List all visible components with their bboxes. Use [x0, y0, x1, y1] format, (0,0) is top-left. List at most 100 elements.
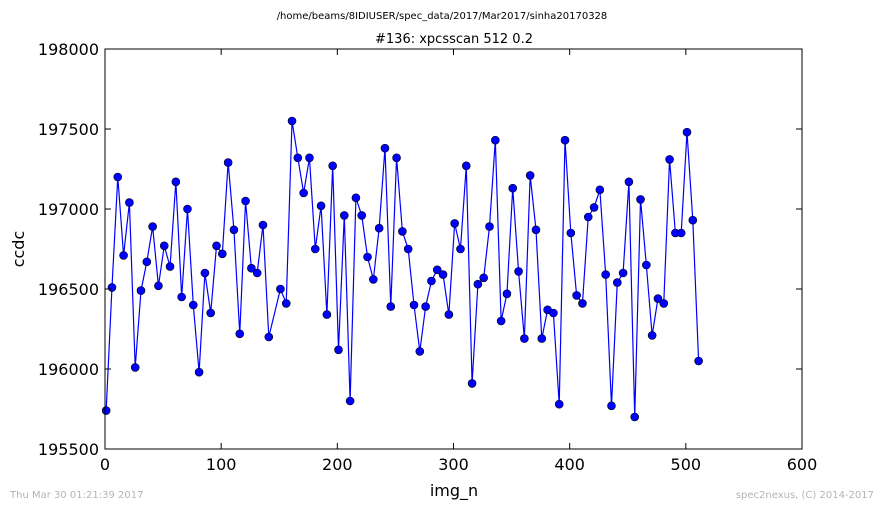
data-point	[479, 273, 489, 283]
y-tick-label: 197000	[38, 200, 99, 219]
data-point	[694, 356, 703, 366]
data-point	[101, 406, 111, 415]
y-tick-label: 196000	[38, 360, 99, 379]
data-point	[247, 263, 256, 273]
data-point	[136, 286, 146, 295]
data-point	[554, 399, 564, 409]
y-tick-label: 197500	[38, 120, 99, 139]
data-point	[456, 244, 465, 254]
data-point	[119, 251, 128, 260]
data-point	[502, 289, 512, 299]
data-point	[340, 211, 349, 220]
data-point	[252, 268, 262, 278]
x-tick-label: 200	[322, 455, 353, 474]
data-point	[665, 155, 674, 164]
y-tick-label: 195500	[38, 440, 99, 459]
data-point	[525, 171, 535, 180]
chart-title: #136: xpcsscan 512 0.2	[375, 32, 533, 47]
data-point	[537, 334, 547, 343]
data-point	[130, 363, 140, 372]
data-point	[142, 257, 152, 267]
data-point	[427, 276, 436, 286]
data-point	[630, 412, 640, 422]
data-point	[235, 329, 245, 339]
data-point	[659, 299, 669, 308]
data-point	[125, 198, 134, 207]
data-point	[334, 345, 343, 355]
data-point	[218, 249, 227, 259]
data-point	[229, 225, 239, 235]
data-point	[305, 153, 314, 163]
data-point	[374, 223, 384, 233]
data-point	[281, 299, 291, 308]
x-tick-label: 300	[438, 455, 469, 474]
data-point	[200, 268, 210, 278]
data-point	[520, 334, 529, 343]
data-point	[444, 310, 454, 319]
x-axis-label: img_n	[430, 481, 478, 501]
data-point	[676, 228, 686, 238]
x-tick-label: 600	[787, 455, 818, 474]
file-path-header: /home/beams/8IDIUSER/spec_data/2017/Mar2…	[277, 11, 608, 22]
y-tick-label: 196500	[38, 280, 99, 299]
data-point	[415, 347, 425, 356]
data-point	[647, 331, 657, 340]
x-tick-label: 500	[671, 455, 702, 474]
ticks-layer: 0 100 200 300 400 500 600 195500 196000 196500 197…	[38, 40, 817, 474]
data-point	[165, 262, 175, 271]
data-point	[508, 183, 518, 193]
data-point	[316, 201, 326, 211]
x-tick-label: 400	[554, 455, 585, 474]
data-point	[223, 158, 233, 167]
data-point	[572, 291, 581, 300]
data-point	[154, 281, 163, 291]
data-point	[392, 153, 401, 163]
data-point	[386, 302, 396, 311]
data-point	[345, 396, 355, 406]
data-point	[351, 193, 361, 203]
data-point	[688, 215, 698, 225]
plot-frame	[104, 48, 803, 450]
data-point	[589, 203, 599, 212]
data-point	[113, 172, 123, 182]
data-point	[194, 367, 204, 377]
data-point	[287, 116, 297, 126]
data-point	[206, 308, 216, 318]
footer-timestamp: Thu Mar 30 01:21:39 2017	[9, 490, 143, 501]
footer-credit: spec2nexus, (C) 2014-2017	[736, 490, 874, 501]
data-point	[642, 260, 651, 270]
data-point	[636, 195, 645, 204]
data-point	[148, 222, 157, 231]
data-point	[595, 185, 605, 195]
data-point	[607, 401, 616, 411]
data-point	[363, 252, 372, 262]
data-point	[310, 244, 320, 254]
data-point	[421, 302, 430, 311]
series-line	[105, 120, 700, 418]
data-point	[560, 135, 570, 145]
data-point	[653, 294, 663, 303]
data-point	[212, 241, 221, 251]
data-point	[438, 270, 448, 279]
data-point	[618, 268, 628, 278]
data-point	[496, 316, 506, 326]
data-point	[583, 212, 593, 222]
data-point	[299, 188, 308, 198]
data-point	[566, 228, 576, 238]
data-point	[450, 219, 459, 228]
data-point	[322, 310, 332, 319]
x-tick-label: 100	[206, 455, 237, 474]
data-point	[409, 300, 419, 310]
data-point	[357, 211, 367, 220]
data-point	[188, 300, 198, 310]
data-point	[398, 227, 407, 236]
data-point	[276, 284, 285, 294]
data-point	[264, 332, 274, 342]
data-point	[491, 135, 500, 145]
data-point	[432, 265, 442, 275]
data-point	[183, 204, 192, 214]
data-point	[531, 225, 541, 235]
data-point	[467, 379, 477, 388]
data-point	[107, 283, 117, 292]
